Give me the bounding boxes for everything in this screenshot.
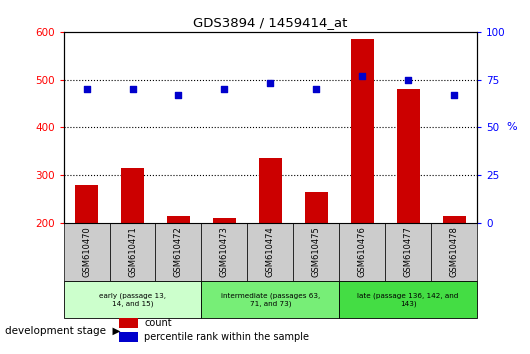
Text: intermediate (passages 63,
71, and 73): intermediate (passages 63, 71, and 73): [220, 292, 320, 307]
Text: GSM610476: GSM610476: [358, 226, 367, 277]
Bar: [64, 223, 110, 281]
Bar: [339, 223, 385, 281]
Text: GSM610473: GSM610473: [220, 226, 229, 277]
Bar: [110, 223, 155, 281]
Bar: [121, 168, 144, 318]
Text: GSM610474: GSM610474: [266, 227, 275, 277]
Point: [220, 86, 228, 92]
Bar: [351, 39, 374, 318]
Bar: [293, 223, 339, 281]
Text: late (passage 136, 142, and
143): late (passage 136, 142, and 143): [357, 292, 459, 307]
Bar: [167, 216, 190, 318]
Text: count: count: [144, 318, 172, 328]
Bar: [339, 281, 477, 318]
Text: GSM610472: GSM610472: [174, 227, 183, 277]
Bar: [443, 216, 465, 318]
Bar: [64, 281, 201, 318]
Point: [174, 92, 183, 98]
Text: development stage  ▶: development stage ▶: [5, 326, 121, 336]
Text: GSM610478: GSM610478: [449, 226, 458, 277]
Bar: [201, 281, 339, 318]
Point: [450, 92, 458, 98]
Bar: [119, 332, 138, 342]
Bar: [213, 218, 236, 318]
Bar: [75, 185, 98, 318]
Y-axis label: %: %: [506, 122, 517, 132]
Bar: [248, 223, 293, 281]
Text: GSM610477: GSM610477: [404, 226, 412, 277]
Bar: [201, 223, 248, 281]
Bar: [259, 158, 282, 318]
Text: GSM610475: GSM610475: [312, 227, 321, 277]
Title: GDS3894 / 1459414_at: GDS3894 / 1459414_at: [193, 16, 348, 29]
Point: [404, 77, 412, 82]
Point: [82, 86, 91, 92]
Text: GSM610471: GSM610471: [128, 227, 137, 277]
Bar: [396, 89, 420, 318]
Point: [128, 86, 137, 92]
Bar: [431, 223, 477, 281]
Bar: [119, 318, 138, 328]
Bar: [305, 192, 328, 318]
Text: early (passage 13,
14, and 15): early (passage 13, 14, and 15): [99, 292, 166, 307]
Bar: [385, 223, 431, 281]
Point: [266, 81, 275, 86]
Point: [358, 73, 366, 79]
Text: GSM610470: GSM610470: [82, 227, 91, 277]
Bar: [155, 223, 201, 281]
Text: percentile rank within the sample: percentile rank within the sample: [144, 332, 309, 342]
Point: [312, 86, 321, 92]
